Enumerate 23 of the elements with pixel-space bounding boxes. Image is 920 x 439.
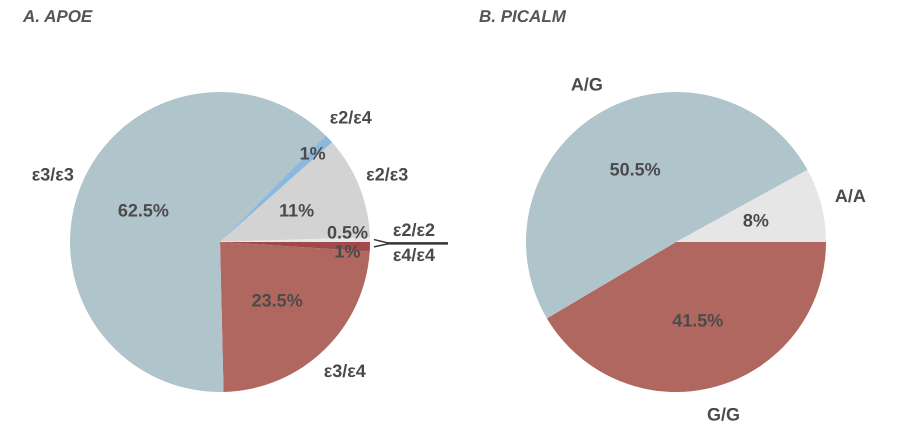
slice-label: ε3/ε4 [324,360,366,381]
slice-label: ε2/ε4 [330,107,372,128]
pie-slice [546,242,826,392]
chart-title: B. PICALM [479,7,567,26]
slice-label: ε2/ε3 [366,164,408,184]
data-label: 50.5% [610,159,661,180]
data-label: 0.5% [326,222,368,243]
data-label: 62.5% [118,200,169,220]
slice-label: A/G [570,74,603,95]
slice-label: ε2/ε2 [392,220,436,240]
data-label: 11% [279,200,314,220]
slice-label: G/G [706,404,740,425]
pie-slice [676,170,826,242]
slice-label: ε3/ε3 [32,164,74,184]
data-label: 1% [300,143,326,164]
slice-label: A/A [834,186,866,206]
pie-slice [220,242,370,392]
data-label: 23.5% [252,290,303,310]
chart-title: A. APOE [22,7,93,26]
data-label: 1% [334,242,360,262]
data-label: 8% [742,210,769,230]
slice-label: ε4/ε4 [392,244,435,265]
data-label: 41.5% [672,310,724,331]
